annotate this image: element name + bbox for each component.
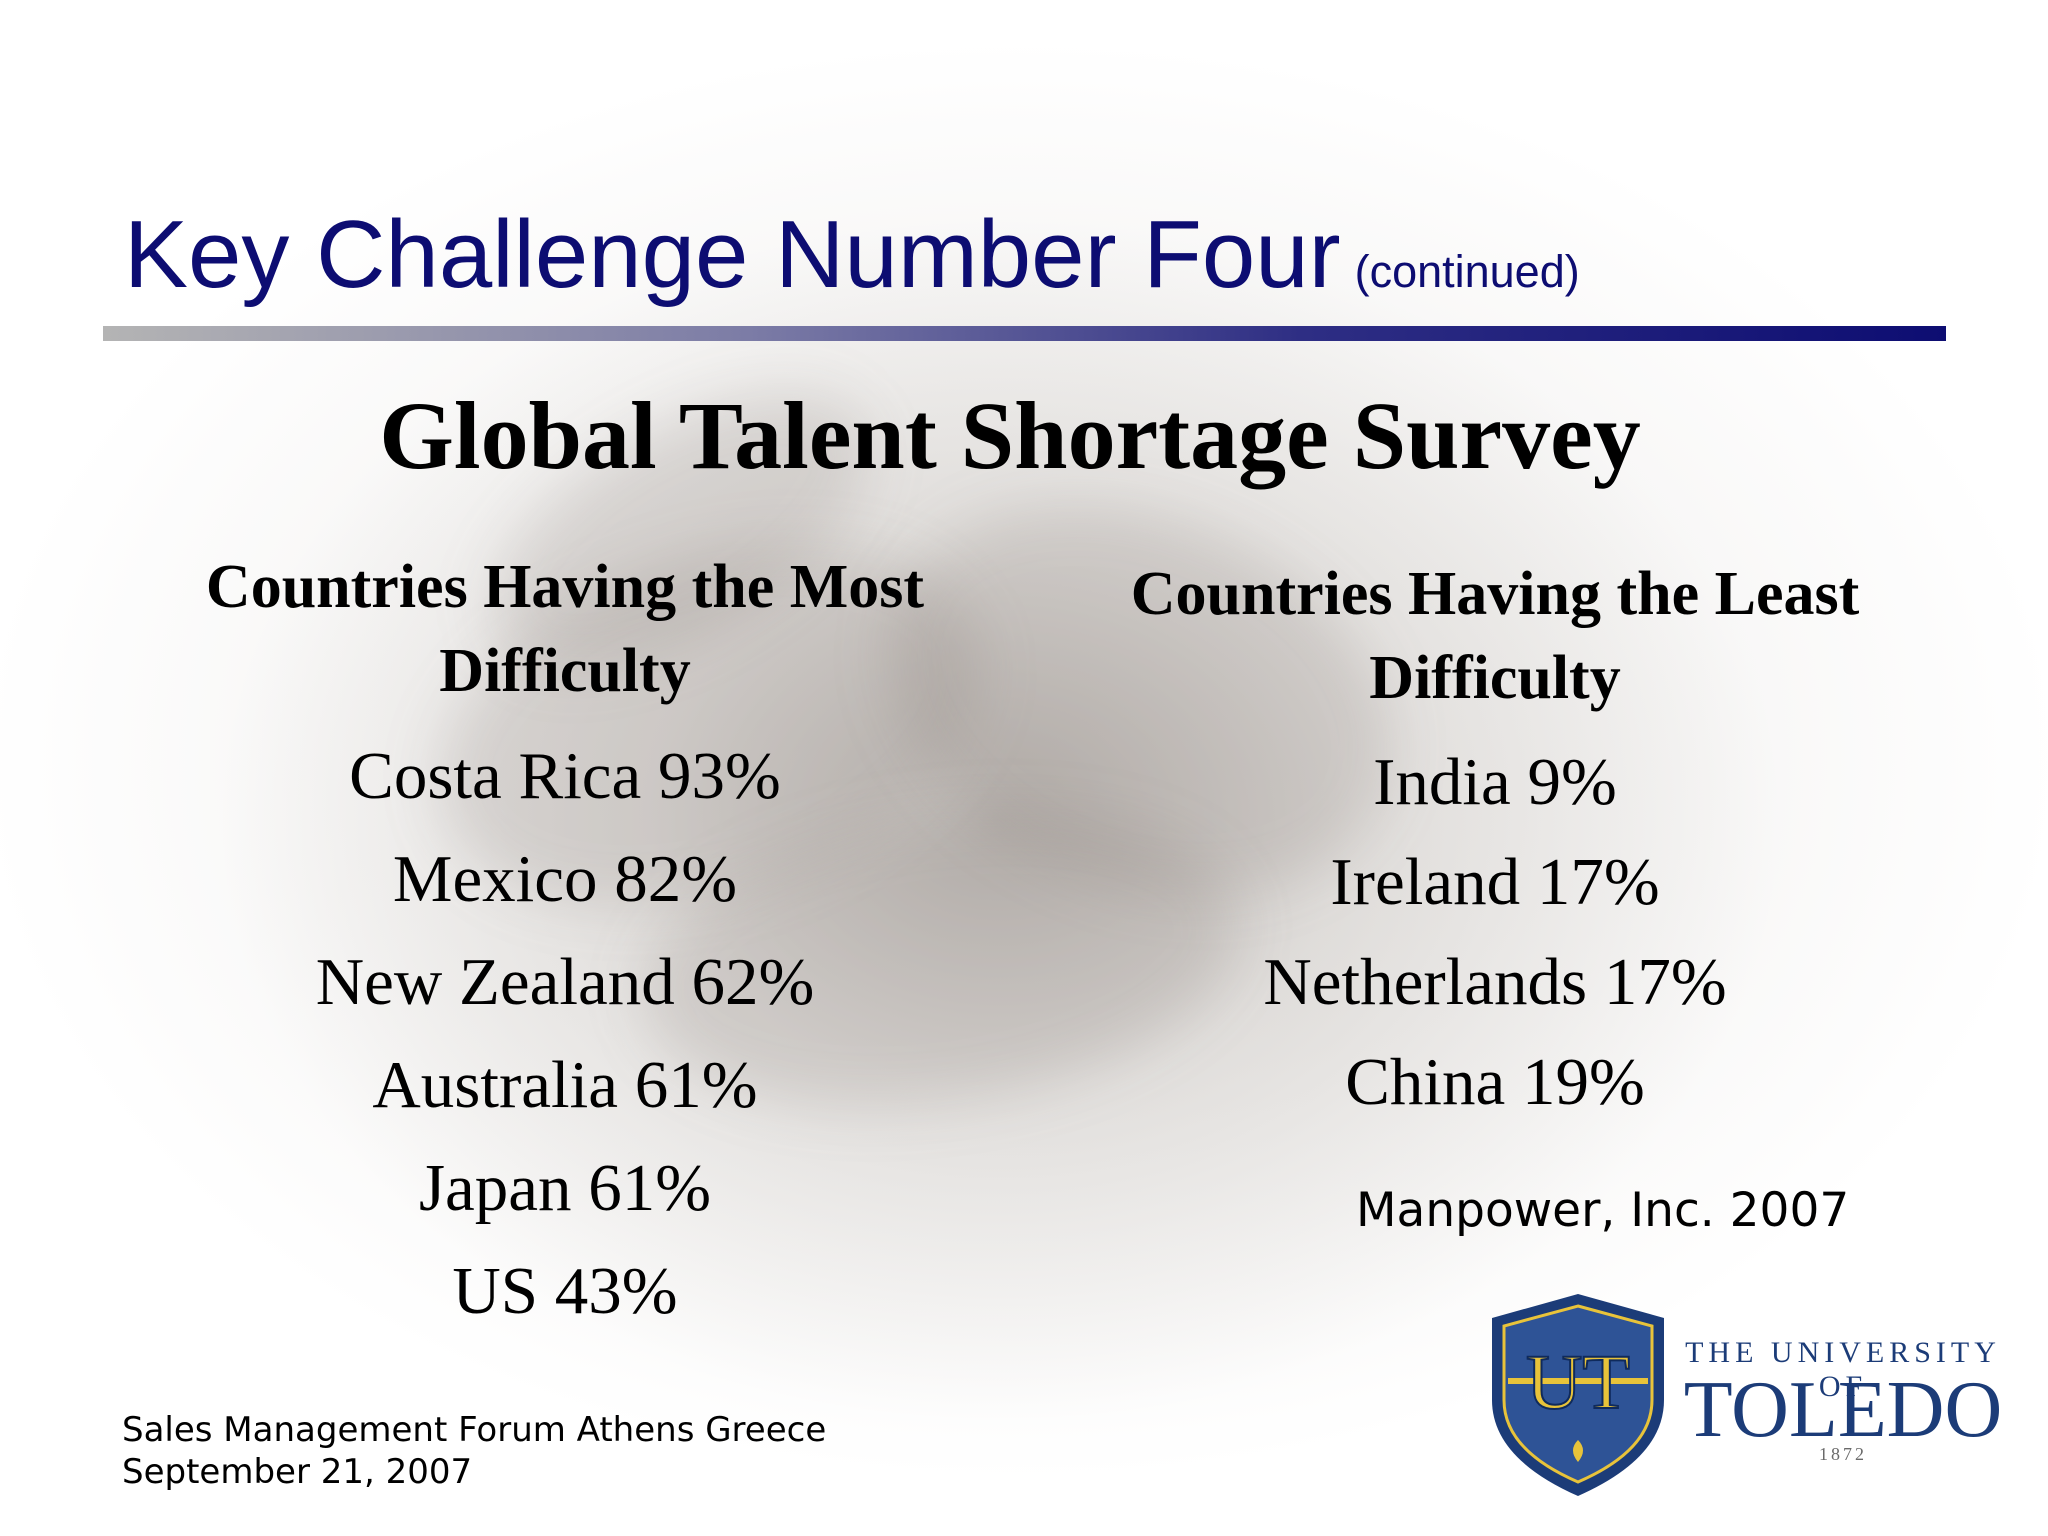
list-item: Australia 61% [372, 1048, 758, 1122]
university-logo: UT THE UNIVERSITY OF TOLEDO 1872 [1488, 1290, 2008, 1500]
most-difficulty-heading-line1: Countries Having the Most [205, 553, 925, 621]
footer: Sales Management Forum Athens Greece Sep… [122, 1409, 826, 1493]
logo-monogram: UT [1526, 1338, 1630, 1425]
least-difficulty-heading: Countries Having the Least Difficulty [1055, 552, 1935, 720]
list-item: Ireland 17% [1330, 845, 1660, 919]
least-difficulty-list: India 9% Ireland 17% Netherlands 17% Chi… [1055, 732, 1935, 1132]
most-difficulty-heading-line2: Difficulty [439, 637, 691, 705]
list-item: Netherlands 17% [1263, 945, 1727, 1019]
slide-title: Key Challenge Number Four (continued) [124, 200, 1580, 310]
list-item: China 19% [1345, 1045, 1645, 1119]
source-citation: Manpower, Inc. 2007 [1356, 1183, 1850, 1238]
list-item: Costa Rica 93% [349, 739, 781, 813]
least-difficulty-column: Countries Having the Least Difficulty In… [1055, 552, 1935, 1132]
list-item: India 9% [1373, 745, 1617, 819]
list-item: Japan 61% [418, 1151, 712, 1225]
most-difficulty-list: Costa Rica 93% Mexico 82% New Zealand 62… [130, 725, 1000, 1343]
survey-title: Global Talent Shortage Survey [379, 382, 1641, 489]
title-rule [103, 326, 1946, 341]
least-difficulty-heading-line2: Difficulty [1369, 644, 1621, 712]
least-difficulty-heading-line1: Countries Having the Least [1130, 560, 1860, 628]
title-suffix: (continued) [1354, 246, 1580, 297]
footer-event: Sales Management Forum Athens Greece [122, 1410, 827, 1450]
shield-icon: UT [1492, 1294, 1664, 1496]
logo-line1: THE UNIVERSITY OF [1685, 1336, 2001, 1403]
most-difficulty-heading: Countries Having the Most Difficulty [130, 545, 1000, 713]
list-item: New Zealand 62% [315, 945, 815, 1019]
title-main: Key Challenge Number Four [124, 201, 1341, 308]
list-item: Mexico 82% [392, 842, 738, 916]
footer-date: September 21, 2007 [122, 1452, 473, 1492]
logo-line2: TOLEDO [1683, 1366, 2003, 1454]
most-difficulty-column: Countries Having the Most Difficulty Cos… [130, 545, 1000, 1343]
list-item: US 43% [452, 1254, 678, 1328]
logo-year: 1872 [1819, 1444, 1867, 1464]
